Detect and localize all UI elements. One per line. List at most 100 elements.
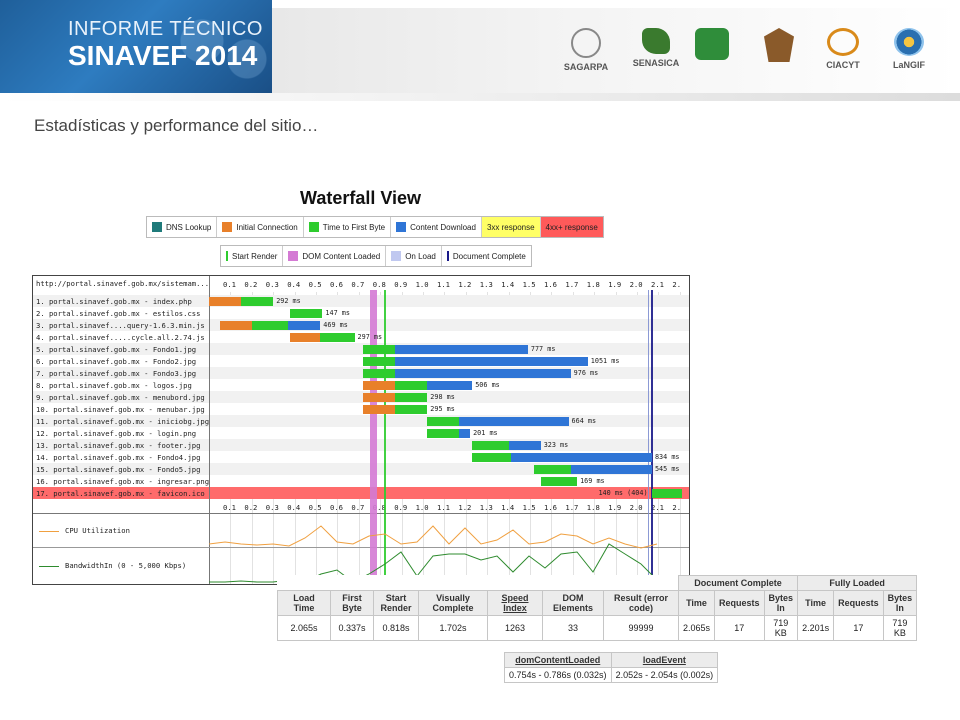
legend-dom-content-loaded: DOM Content Loaded — [283, 246, 387, 266]
line-marker-icon — [446, 251, 449, 261]
timeline-tick-top: 0.5 — [308, 280, 322, 289]
col-doc-requests: Requests — [714, 590, 765, 616]
request-label: 2. portal.sinavef.gob.mx - estilos.css — [36, 309, 201, 318]
graph-divider — [33, 513, 689, 514]
timeline-tick-top: 0.1 — [223, 280, 236, 289]
legend-label: Time to First Byte — [322, 222, 386, 232]
header-divider — [0, 93, 960, 101]
timeline-tick-bottom: 0.8 — [373, 503, 386, 512]
timeline-tick-bottom: 0.2 — [244, 503, 257, 512]
map-graphic — [142, 5, 272, 93]
download-bar — [570, 465, 652, 474]
request-label: 1. portal.sinavef.gob.mx - index.php — [36, 297, 192, 306]
dom-content-loaded-link[interactable]: domContentLoaded — [504, 652, 612, 668]
request-label: 9. portal.sinavef.gob.mx - menubord.jpg — [36, 393, 205, 402]
sagarpa-logo: SAGARPA — [556, 28, 616, 72]
dom-content-loaded-marker — [370, 290, 378, 584]
col-full-time: Time — [797, 590, 835, 616]
request-row[interactable] — [33, 295, 689, 307]
request-row[interactable] — [33, 463, 689, 475]
bandwidth-legend: BandwidthIn (0 - 5,000 Kbps) — [39, 561, 186, 570]
request-duration-label: 140 ms (404) — [598, 489, 648, 497]
page-event-legend: Start Render DOM Content Loaded On Load … — [220, 245, 532, 267]
connection-bar — [209, 297, 242, 306]
senasica-emblem-icon — [642, 28, 670, 54]
request-label: 17. portal.sinavef.gob.mx - favicon.ico — [36, 489, 205, 498]
summary-group-row: Document Complete Fully Loaded — [278, 575, 918, 591]
first-byte-bar — [241, 297, 274, 306]
request-duration-label: 834 ms — [654, 453, 680, 461]
legend-label: Start Render — [232, 251, 278, 261]
cpu-label: CPU Utilization — [65, 526, 130, 535]
swatch-icon — [222, 222, 233, 232]
timeline-tick-top: 1.4 — [501, 280, 515, 289]
legend-first-byte: Time to First Byte — [304, 217, 392, 237]
timeline-tick-bottom: 2.0 — [630, 503, 643, 512]
timeline-tick-bottom: 0.1 — [223, 503, 236, 512]
timeline-tick-top: 1.2 — [458, 280, 472, 289]
cpu-line-icon — [39, 530, 59, 532]
first-byte-bar — [363, 357, 396, 366]
timeline-tick-top: 1.8 — [586, 280, 600, 289]
first-byte-bar — [290, 309, 323, 318]
val-start-render: 0.818s — [373, 615, 419, 641]
request-row[interactable] — [33, 403, 689, 415]
legend-label: DNS Lookup — [166, 222, 212, 232]
download-bar — [459, 429, 471, 438]
request-row[interactable] — [33, 331, 689, 343]
val-full-requests: 17 — [833, 615, 884, 641]
val-full-bytes: 719 KB — [882, 615, 918, 641]
val-dom-elements: 33 — [542, 615, 604, 641]
logo-label: SAGARPA — [563, 62, 609, 72]
summary-group-spacer — [278, 576, 679, 591]
timeline-tick-top: 0.7 — [351, 280, 365, 289]
swatch-icon — [396, 222, 407, 232]
ciacyt-logo: CIACYT — [818, 28, 868, 70]
connection-bar — [363, 381, 396, 390]
timeline-tick-bottom: 2. — [672, 503, 682, 512]
timeline-tick-top: 2. — [672, 280, 682, 289]
summary-value-row: 2.065s 0.337s 0.818s 1.702s 1263 33 9999… — [277, 615, 918, 641]
timeline-tick-bottom: 1.0 — [416, 503, 429, 512]
first-byte-bar — [540, 477, 578, 486]
bandwidth-line-icon — [39, 565, 59, 567]
request-row[interactable] — [33, 487, 689, 499]
request-duration-label: 297 ms — [357, 333, 383, 341]
download-bar — [395, 369, 571, 378]
langif-logo: LaNGIF — [884, 28, 934, 70]
request-duration-label: 147 ms — [325, 309, 350, 317]
request-duration-label: 976 ms — [573, 369, 599, 377]
swatch-icon — [391, 251, 402, 261]
request-row[interactable] — [33, 307, 689, 319]
request-row[interactable] — [33, 319, 689, 331]
first-byte-bar — [395, 381, 428, 390]
download-bar — [288, 321, 321, 330]
first-byte-bar — [534, 465, 571, 474]
summary-header-row: Load Time First Byte Start Render Visual… — [277, 590, 918, 616]
timeline-tick-top: 2.1 — [651, 280, 664, 289]
col-load-time: Load Time — [277, 590, 331, 616]
banner-title-line1: INFORME TÉCNICO — [68, 18, 263, 40]
request-label: 11. portal.sinavef.gob.mx - iniciobg.jpg — [36, 417, 210, 426]
col-speed-index-link[interactable]: Speed Index — [487, 590, 543, 616]
page-heading: Estadísticas y performance del sitio… — [34, 116, 319, 135]
timeline-tick-bottom: 0.7 — [351, 503, 364, 512]
events-header-row: domContentLoaded loadEvent — [504, 652, 719, 668]
first-byte-bar — [320, 333, 355, 342]
request-row[interactable] — [33, 379, 689, 391]
request-duration-label: 292 ms — [276, 297, 301, 305]
timeline-tick-top: 0.2 — [244, 280, 258, 289]
request-row[interactable] — [33, 391, 689, 403]
load-event-link[interactable]: loadEvent — [610, 652, 719, 668]
timeline-tick-top: 1.3 — [479, 280, 493, 289]
group-document-complete: Document Complete — [677, 575, 799, 591]
request-duration-label: 469 ms — [323, 321, 348, 329]
request-row[interactable] — [33, 475, 689, 487]
request-label: 5. portal.sinavef.gob.mx - Fondo1.jpg — [36, 345, 197, 354]
ciacyt-emblem-icon — [827, 28, 859, 56]
request-row[interactable] — [33, 427, 689, 439]
waterfall-title: Waterfall View — [300, 188, 422, 208]
request-duration-label: 506 ms — [475, 381, 500, 389]
request-duration-label: 777 ms — [530, 345, 556, 353]
swatch-icon — [308, 222, 319, 232]
